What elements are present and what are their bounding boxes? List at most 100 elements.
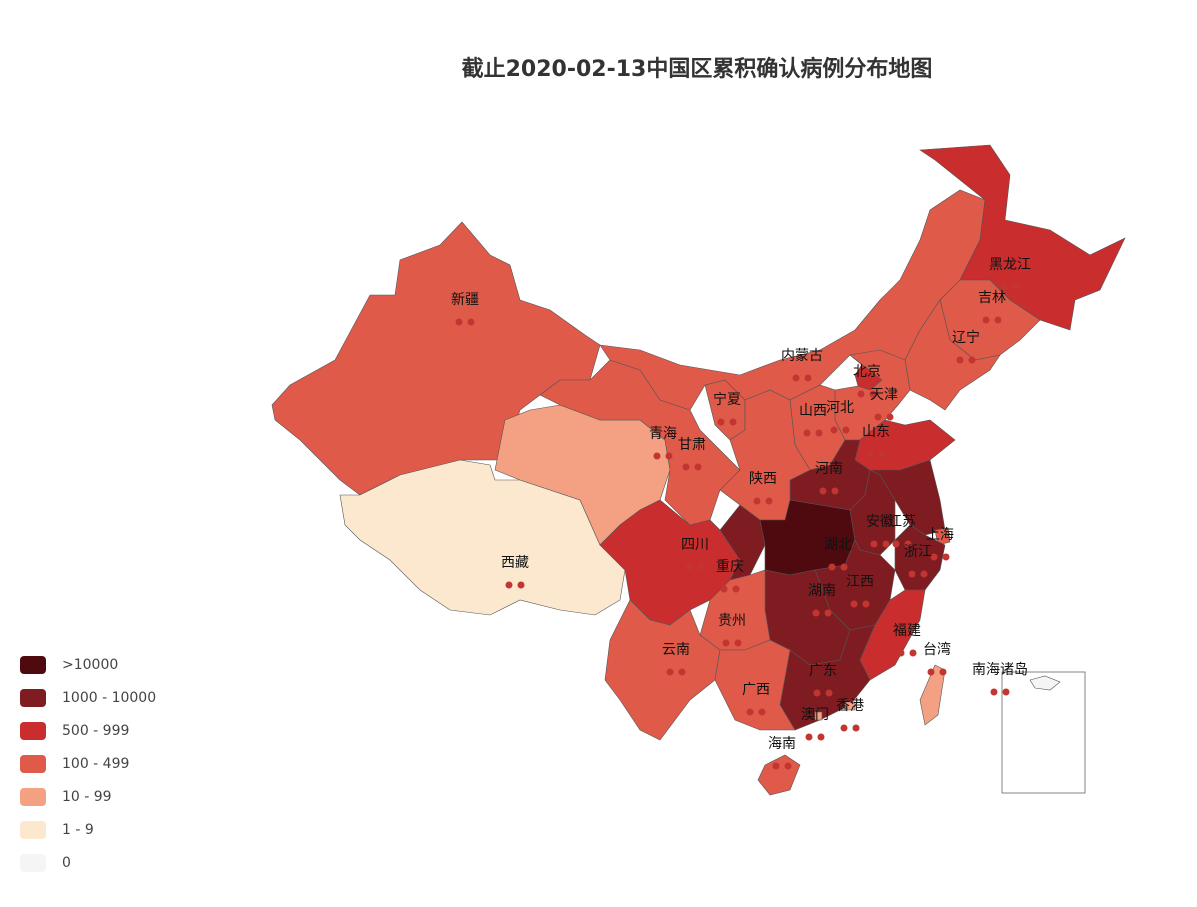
marker-dot xyxy=(874,413,882,421)
marker-dot xyxy=(697,563,705,571)
marker-dot xyxy=(842,426,850,434)
marker-dot xyxy=(930,553,938,561)
marker-dot xyxy=(665,452,673,460)
marker-dot xyxy=(882,540,890,548)
marker-dot xyxy=(942,553,950,561)
marker-dot xyxy=(920,570,928,578)
province xyxy=(714,639,796,731)
marker-dot xyxy=(758,708,766,716)
marker-dot xyxy=(694,463,702,471)
marker-dot xyxy=(505,581,513,589)
province xyxy=(719,504,766,581)
legend-swatch xyxy=(20,854,46,872)
marker-dot xyxy=(904,540,912,548)
marker-dot xyxy=(968,356,976,364)
marker-dot xyxy=(830,426,838,434)
province-label: 南海诸岛 xyxy=(972,662,1028,678)
province xyxy=(339,459,626,616)
marker-dot xyxy=(850,600,858,608)
province xyxy=(869,459,946,536)
province-label: 天津 xyxy=(870,387,898,403)
marker-dot xyxy=(897,649,905,657)
marker-dot xyxy=(870,540,878,548)
marker-dot xyxy=(765,497,773,505)
legend-label: 500 - 999 xyxy=(62,723,129,739)
marker-dot xyxy=(784,762,792,770)
province-label: 江西 xyxy=(846,574,874,590)
marker-dot xyxy=(517,581,525,589)
province-label: 新疆 xyxy=(451,292,479,308)
legend-label: 1 - 9 xyxy=(62,822,94,838)
marker-dot xyxy=(1000,283,1008,291)
marker-dot xyxy=(682,463,690,471)
province-label: 上海 xyxy=(926,527,954,543)
marker-dot xyxy=(678,668,686,676)
legend-label: >10000 xyxy=(62,657,118,673)
marker-dot xyxy=(1002,688,1010,696)
marker-dot xyxy=(908,570,916,578)
inset-frame xyxy=(1001,671,1086,794)
legend-swatch xyxy=(20,788,46,806)
legend-label: 0 xyxy=(62,855,71,871)
marker-dot xyxy=(685,563,693,571)
marker-dot xyxy=(927,668,935,676)
province-label: 山西 xyxy=(799,403,827,419)
marker-dot xyxy=(720,585,728,593)
marker-dot xyxy=(825,689,833,697)
province-label: 浙江 xyxy=(904,544,932,560)
province-label: 贵州 xyxy=(718,613,746,629)
map-title: 截止2020-02-13中国区累积确认病例分布地图 xyxy=(462,56,933,82)
marker-dot xyxy=(892,540,900,548)
marker-dot xyxy=(857,390,865,398)
marker-dot xyxy=(956,356,964,364)
marker-dot xyxy=(666,668,674,676)
marker-dot xyxy=(869,390,877,398)
marker-dot xyxy=(939,668,947,676)
marker-dot xyxy=(840,563,848,571)
province xyxy=(934,527,951,546)
province-label: 宁夏 xyxy=(713,391,741,408)
province-label: 辽宁 xyxy=(952,329,980,346)
province-label: 河北 xyxy=(826,400,854,416)
province-label: 青海 xyxy=(649,426,677,442)
marker-dot xyxy=(803,429,811,437)
province-label: 湖南 xyxy=(808,583,836,599)
province-label: 江苏 xyxy=(888,514,916,530)
province-label: 内蒙古 xyxy=(781,348,823,364)
province xyxy=(919,144,1126,331)
province-label: 云南 xyxy=(662,642,690,658)
legend-swatch xyxy=(20,689,46,707)
province-label: 西藏 xyxy=(501,555,529,571)
province-label: 黑龙江 xyxy=(989,257,1031,273)
province xyxy=(757,754,801,796)
province-label: 四川 xyxy=(681,537,709,553)
marker-dot xyxy=(831,487,839,495)
province-label: 河南 xyxy=(815,461,843,477)
marker-dot xyxy=(1012,283,1020,291)
marker-dot xyxy=(909,649,917,657)
province xyxy=(814,711,823,721)
province-label: 广东 xyxy=(809,663,837,679)
marker-dot xyxy=(840,724,848,732)
marker-dot xyxy=(467,318,475,326)
marker-dot xyxy=(878,450,886,458)
marker-dot xyxy=(717,418,725,426)
marker-dot xyxy=(815,429,823,437)
province-label: 陕西 xyxy=(749,471,777,487)
marker-dot xyxy=(817,733,825,741)
legend-label: 10 - 99 xyxy=(62,789,112,805)
marker-dot xyxy=(753,497,761,505)
province xyxy=(1029,675,1061,691)
province-label: 澳门 xyxy=(801,707,829,723)
province-label: 吉林 xyxy=(978,290,1006,306)
province-label: 福建 xyxy=(893,623,921,639)
province xyxy=(844,701,856,711)
marker-dot xyxy=(824,609,832,617)
province-label: 重庆 xyxy=(716,559,744,575)
legend-swatch xyxy=(20,722,46,740)
marker-dot xyxy=(819,487,827,495)
marker-dot xyxy=(732,585,740,593)
province-label: 台湾 xyxy=(923,641,951,658)
province-label: 广西 xyxy=(742,682,770,698)
